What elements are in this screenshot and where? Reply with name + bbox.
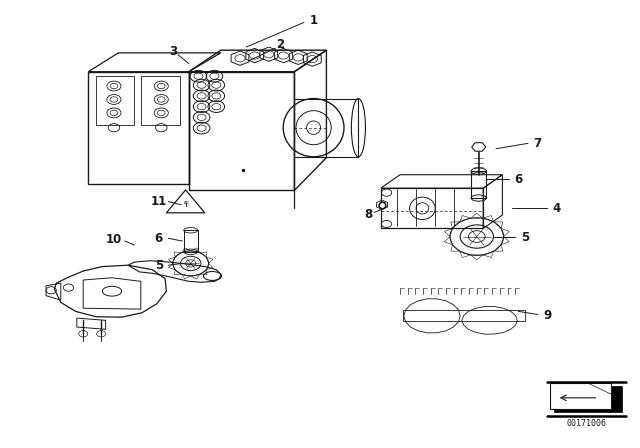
Polygon shape xyxy=(554,386,622,412)
Text: 9: 9 xyxy=(543,309,551,323)
Text: 5: 5 xyxy=(521,231,529,244)
Text: 6: 6 xyxy=(155,232,163,245)
Text: 3: 3 xyxy=(169,45,177,58)
Polygon shape xyxy=(589,383,611,394)
Text: ATC: ATC xyxy=(184,202,190,205)
Text: 00171006: 00171006 xyxy=(566,419,606,428)
Text: 5: 5 xyxy=(155,258,163,272)
Text: 2: 2 xyxy=(276,38,284,52)
Polygon shape xyxy=(550,383,611,409)
Text: 10: 10 xyxy=(106,233,122,246)
Text: !: ! xyxy=(184,203,187,208)
Text: 11: 11 xyxy=(150,195,167,208)
Text: 7: 7 xyxy=(534,137,541,150)
Text: 4: 4 xyxy=(553,202,561,215)
Text: 8: 8 xyxy=(364,207,372,221)
Text: 6: 6 xyxy=(515,172,522,186)
Text: 1: 1 xyxy=(310,13,317,27)
